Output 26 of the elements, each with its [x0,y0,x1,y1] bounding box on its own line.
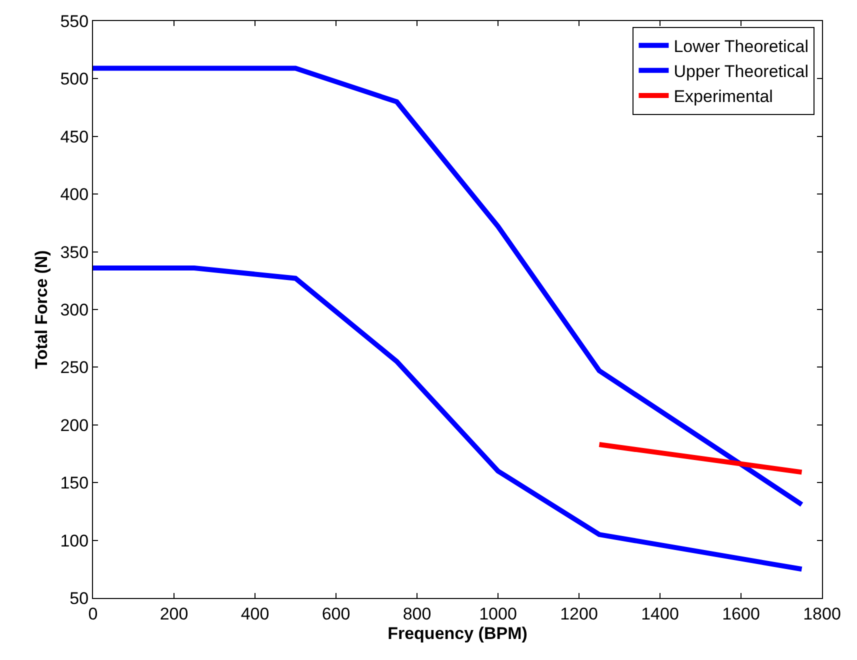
legend-label: Lower Theoretical [674,36,809,56]
y-tick-label: 400 [60,185,89,204]
y-tick-label: 350 [60,242,89,262]
y-tick-label: 250 [60,358,89,378]
x-tick-label: 600 [322,604,350,624]
x-tick-label: 0 [88,604,98,624]
x-axis-title: Frequency (BPM) [388,624,528,643]
x-tick-label: 1600 [722,604,760,624]
y-tick-label: 200 [60,416,89,435]
legend-label: Upper Theoretical [674,62,809,82]
x-tick-label: 400 [240,604,270,624]
legend-label: Experimental [674,87,773,106]
y-tick-label: 300 [60,300,89,320]
y-tick-label: 100 [60,531,89,550]
x-tick-label: 1200 [560,604,598,624]
x-tick-label: 200 [160,604,188,624]
x-tick-label: 1800 [803,604,841,624]
y-axis-title: Total Force (N) [32,250,51,369]
y-tick-label: 500 [60,70,89,89]
y-tick-label: 450 [60,127,89,146]
y-tick-label: 50 [70,588,89,608]
y-tick-label: 550 [60,12,89,31]
x-tick-label: 1000 [479,604,517,624]
x-tick-label: 800 [402,604,432,624]
y-tick-label: 150 [60,474,89,493]
x-tick-label: 1400 [641,604,679,624]
